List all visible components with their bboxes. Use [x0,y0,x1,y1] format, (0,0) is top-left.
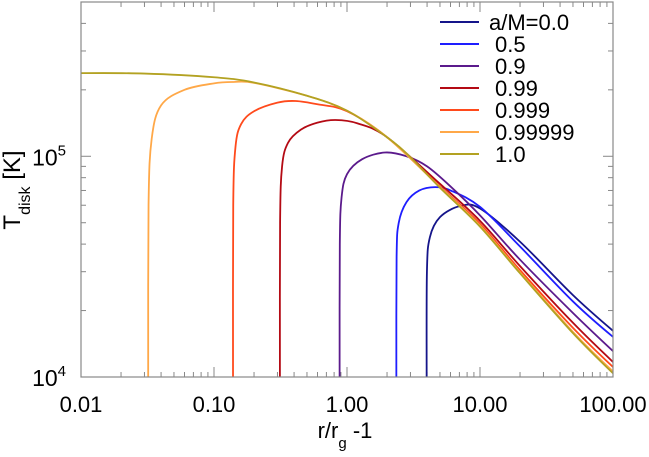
legend-label: 0.99 [495,76,538,101]
y-tick-label: 104 [32,363,66,391]
x-tick-label: 0.01 [60,392,103,417]
x-tick-label: 1.00 [326,392,369,417]
x-tick-label: 10.00 [452,392,507,417]
series-line [338,151,613,377]
y-tick-labels: 104 105 [32,142,66,391]
series-line [81,72,613,374]
x-tick-labels: 0.01 0.10 1.00 10.00 100.00 [60,392,647,417]
series-line [232,100,613,377]
legend-label: 1.0 [495,142,526,167]
legend-label: a/M=0.0 [489,10,569,35]
legend-label: 0.9 [495,54,526,79]
x-tick-label: 0.10 [193,392,236,417]
y-tick-label: 105 [32,142,66,170]
legend-label: 0.5 [495,32,526,57]
series-line [278,119,613,377]
x-tick-label: 100.00 [579,392,646,417]
x-axis-label: r/rg -1 [318,418,373,452]
series-lines [81,72,613,377]
series-line [395,186,613,377]
y-axis-label: Tdisk [K] [0,150,34,229]
axis-ticks [80,1,613,378]
legend-label: 0.999 [495,98,550,123]
plot-frame [80,1,614,378]
legend-label: 0.99999 [495,120,575,145]
series-line [425,203,613,377]
